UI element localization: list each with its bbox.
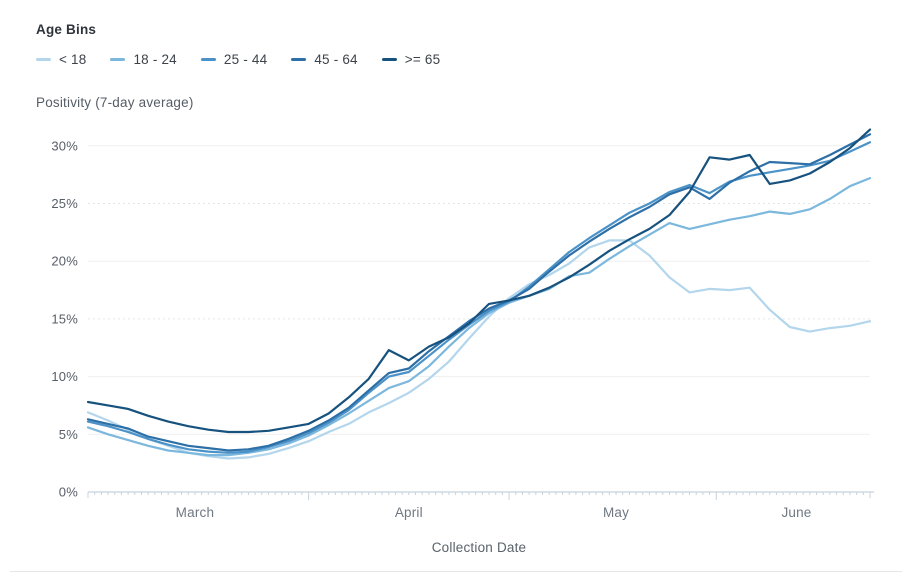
y-tick-label-30: 30% xyxy=(51,138,78,153)
y-axis-title: Positivity (7-day average) xyxy=(36,95,194,110)
y-tick-label-20: 20% xyxy=(51,254,78,269)
y-tick-label-0: 0% xyxy=(59,485,78,500)
legend-item--65[interactable]: >= 65 xyxy=(381,52,441,67)
month-label-march: March xyxy=(176,505,215,520)
legend-item-label: 25 - 44 xyxy=(223,52,268,67)
series-line-18-24 xyxy=(86,177,872,457)
legend-swatch-icon xyxy=(36,58,51,61)
footer-divider xyxy=(10,571,902,572)
legend-swatch-icon xyxy=(200,58,216,61)
y-tick-label-15: 15% xyxy=(51,311,78,326)
legend: < 18 18 - 24 25 - 44 45 - 64 >= 65 xyxy=(36,52,440,67)
month-label-april: April xyxy=(395,505,423,520)
series-line--65 xyxy=(86,128,872,434)
y-tick-label-10: 10% xyxy=(51,369,78,384)
y-tick-label-25: 25% xyxy=(51,196,78,211)
legend-item-18-24[interactable]: 18 - 24 xyxy=(110,52,177,67)
series-line-25-44 xyxy=(86,141,872,454)
legend-swatch-icon xyxy=(381,58,397,61)
legend-item-label: 45 - 64 xyxy=(314,52,358,67)
legend-swatch-icon xyxy=(110,58,126,61)
month-label-may: May xyxy=(603,505,629,520)
legend-item-label: >= 65 xyxy=(404,52,441,67)
month-label-june: June xyxy=(781,505,811,520)
legend-item-label: < 18 xyxy=(59,52,87,67)
legend-item--18[interactable]: < 18 xyxy=(36,52,86,67)
legend-title: Age Bins xyxy=(36,22,97,37)
legend-swatch-icon xyxy=(291,58,307,61)
series-line--18 xyxy=(86,239,872,460)
legend-item-label: 18 - 24 xyxy=(133,52,177,67)
y-tick-label-5: 5% xyxy=(59,427,78,442)
legend-item-25-44[interactable]: 25 - 44 xyxy=(200,52,268,67)
x-axis-title: Collection Date xyxy=(431,540,527,555)
legend-item-45-64[interactable]: 45 - 64 xyxy=(291,52,358,67)
